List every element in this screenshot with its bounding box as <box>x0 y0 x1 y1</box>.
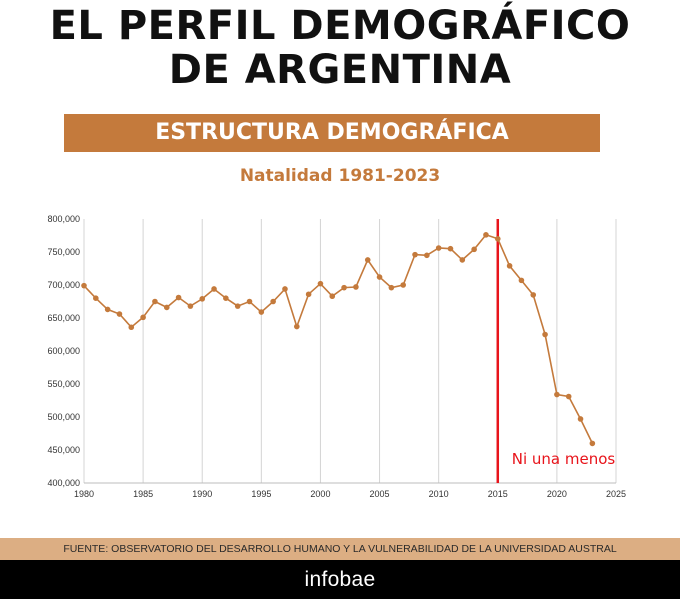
y-tick-label: 600,000 <box>47 346 80 356</box>
data-point <box>211 286 217 292</box>
footer-brand: infobae <box>0 560 680 599</box>
data-point <box>175 294 182 301</box>
data-point <box>270 298 276 305</box>
data-point <box>364 257 371 263</box>
data-point <box>163 304 170 311</box>
data-point <box>294 323 300 330</box>
x-tick-label: 2015 <box>488 489 508 499</box>
data-point <box>459 257 466 263</box>
data-point <box>589 440 596 447</box>
x-tick-label: 1985 <box>133 489 153 499</box>
data-point <box>565 393 572 400</box>
data-point <box>341 284 347 291</box>
data-point <box>246 298 253 305</box>
data-point <box>282 286 288 292</box>
data-point <box>223 295 229 301</box>
data-point <box>447 245 454 252</box>
data-point <box>187 303 194 309</box>
data-point <box>81 282 87 289</box>
y-tick-label: 700,000 <box>47 280 80 290</box>
y-tick-label: 400,000 <box>47 478 80 488</box>
data-point <box>258 309 265 315</box>
y-tick-label: 500,000 <box>47 412 80 422</box>
data-point <box>376 274 383 280</box>
title-line-2: DE ARGENTINA <box>168 47 512 93</box>
data-point <box>93 295 99 301</box>
source-note: FUENTE: OBSERVATORIO DEL DESARROLLO HUMA… <box>0 538 680 560</box>
x-tick-label: 2000 <box>310 489 330 499</box>
data-point <box>577 416 584 422</box>
x-tick-label: 1990 <box>192 489 212 499</box>
data-point <box>530 292 537 298</box>
x-tick-label: 2025 <box>606 489 626 499</box>
data-point <box>483 232 489 238</box>
data-point <box>424 252 430 259</box>
data-point <box>435 245 442 251</box>
data-point <box>116 311 123 317</box>
births-series-line <box>83 233 594 444</box>
y-tick-label: 650,000 <box>47 313 80 323</box>
data-point <box>305 291 312 298</box>
data-point <box>329 293 336 300</box>
y-tick-label: 450,000 <box>47 445 80 455</box>
data-point <box>104 306 111 313</box>
data-point <box>353 284 359 290</box>
data-point <box>140 314 146 321</box>
x-tick-label: 2005 <box>370 489 390 499</box>
data-point <box>518 277 525 284</box>
data-point <box>400 282 407 288</box>
data-point <box>317 280 324 287</box>
title-line-1: EL PERFIL DEMOGRÁFICO <box>49 3 631 49</box>
x-tick-label: 1980 <box>74 489 94 499</box>
y-tick-label: 800,000 <box>47 214 80 224</box>
data-point <box>128 324 135 331</box>
ni-una-menos-label: Ni una menos <box>512 450 616 468</box>
data-point <box>199 296 206 302</box>
x-tick-label: 1995 <box>251 489 271 499</box>
data-point <box>494 236 501 242</box>
data-point <box>506 263 513 269</box>
y-tick-label: 550,000 <box>47 379 80 389</box>
chart-subtitle: Natalidad 1981-2023 <box>239 166 441 186</box>
data-point <box>412 251 418 258</box>
x-tick-label: 2010 <box>429 489 449 499</box>
data-point <box>234 303 241 309</box>
section-banner: ESTRUCTURA DEMOGRÁFICA <box>64 114 600 152</box>
data-point <box>388 284 395 291</box>
x-tick-label: 2020 <box>547 489 567 499</box>
data-point <box>542 331 548 338</box>
data-point <box>152 298 158 305</box>
birth-rate-line-chart: 400,000 450,000 500,000 550,000 600,000 650,0… <box>47 214 626 499</box>
data-point <box>554 391 560 398</box>
data-point <box>471 246 477 253</box>
infobae-logo: infobae <box>304 568 376 591</box>
y-tick-label: 750,000 <box>47 247 80 257</box>
